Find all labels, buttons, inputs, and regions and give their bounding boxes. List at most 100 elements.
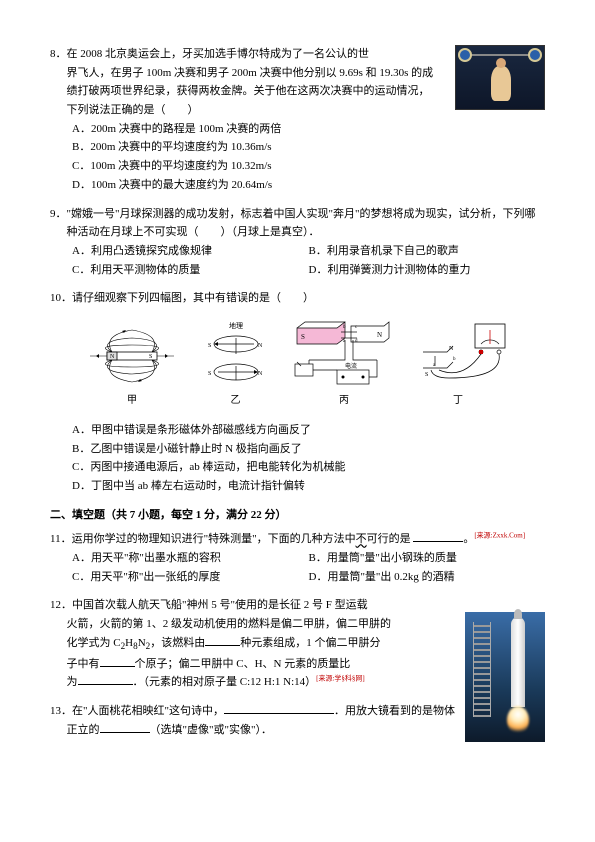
svg-text:N: N xyxy=(258,371,263,377)
q11-t3: 。 xyxy=(463,533,474,545)
q8-opt-c: C．100m 决赛中的平均速度约为 10.32m/s xyxy=(50,157,445,176)
q9-row-cd: C．利用天平测物体的质量 D．利用弹簧测力计测物体的重力 xyxy=(50,261,545,280)
q13-stem: 13．在"人面桃花相映红"这句诗中，．用放大镜看到的是物体正立的（选填"虚像"或… xyxy=(50,702,455,739)
q11-source-mark: [来源:Zxxk.Com] xyxy=(474,532,525,540)
q12-t3: 化学式为 C xyxy=(67,637,121,649)
question-9: 9．"嫦娥一号"月球探测器的成功发射，标志着中国人实现"奔月"的梦想将成为现实，… xyxy=(50,205,545,280)
barbell xyxy=(466,54,534,56)
q10-opt-b: B．乙图中错误是小磁针静止时 N 极指向画反了 xyxy=(50,440,545,459)
svg-text:S: S xyxy=(208,343,211,349)
label-yi: 乙 xyxy=(186,392,285,409)
launch-tower xyxy=(473,622,491,717)
q11-opt-c: C．用天平"称"出一张纸的厚度 xyxy=(72,568,309,587)
q12-blank2[interactable] xyxy=(100,666,135,667)
q8-stem-3: 绩打破两项世界纪录，获得两枚金牌。关于他在这两次决赛中的运动情况， xyxy=(50,82,445,101)
svg-text:电流: 电流 xyxy=(345,362,357,370)
rocket-body xyxy=(511,617,525,707)
q10-opt-a: A．甲图中错误是条形磁体外部磁感线方向画反了 xyxy=(50,421,545,440)
question-11: 11．运用你学过的物理知识进行"特殊测量"，下面的几种方法中不可行的是 。[来源… xyxy=(50,530,545,586)
q9-opt-d: D．利用弹簧测力计测物体的重力 xyxy=(309,261,546,280)
q9-opt-c: C．利用天平测物体的质量 xyxy=(72,261,309,280)
q13-blank2[interactable] xyxy=(100,732,150,733)
q12-t11: ．（元素的相对原子量 C:12 H:1 N:14） xyxy=(133,676,317,688)
label-bing: 丙 xyxy=(289,392,399,409)
motor-svg: S N bc ad 电流 xyxy=(289,320,399,390)
q11-row-ab: A．用天平"称"出墨水瓶的容积 B．用量筒"量"出小钢珠的质量 xyxy=(50,549,545,568)
q12-t4: H xyxy=(125,637,133,649)
diagram-yi: 地理 S N S N 乙 xyxy=(184,316,287,413)
q11-t1: 11．运用你学过的物理知识进行"特殊测量"，下面的几种方法中 xyxy=(50,533,356,545)
q12-t1: 12．中国首次载人航天飞船"神州 5 号"使用的是长征 2 号 F 型运载 xyxy=(50,599,368,611)
svg-text:S: S xyxy=(208,371,211,377)
q9-opt-b: B．利用录音机录下自己的歌声 xyxy=(309,242,546,261)
q13-t1: 13．在"人面桃花相映红"这句诗中， xyxy=(50,705,224,717)
svg-text:S: S xyxy=(149,354,152,360)
generator-svg: Nb Sa xyxy=(403,320,513,390)
q10-opt-c: C．丙图中接通电源后，ab 棒运动，把电能转化为机械能 xyxy=(50,458,545,477)
q13-blank1[interactable] xyxy=(224,713,334,714)
lifter-figure xyxy=(491,66,511,101)
q9-row-ab: A．利用凸透镜探究成像规律 B．利用录音机录下自己的歌声 xyxy=(50,242,545,261)
svg-text:b: b xyxy=(343,325,346,330)
question-10: 10．请仔细观察下列四幅图，其中有错误的是（ ） N S xyxy=(50,289,545,495)
q8-stem-2: 界飞人，在男子 100m 决赛和男子 200m 决赛中他分别以 9.69s 和 … xyxy=(50,64,445,83)
q12-source-mark: [来源:学§科§网] xyxy=(316,675,365,683)
q12-t9: 个原子；偏二甲肼中 C、H、N 元素的质量比 xyxy=(135,658,351,670)
yi-top-label: 地理 xyxy=(229,321,243,330)
q11-stem: 11．运用你学过的物理知识进行"特殊测量"，下面的几种方法中不可行的是 。[来源… xyxy=(50,530,545,549)
q12-t6: ，该燃料由 xyxy=(150,637,205,649)
rocket-image xyxy=(465,612,545,742)
q10-opt-d: D．丁图中当 ab 棒左右运动时，电流计指针偏转 xyxy=(50,477,545,496)
q8-opt-a: A．200m 决赛中的路程是 100m 决赛的两倍 xyxy=(50,120,445,139)
q12-l2: 火箭，火箭的第 1、2 级发动机使用的燃料是偏二甲肼，偏二甲肼的 xyxy=(50,615,455,634)
svg-text:N: N xyxy=(449,346,454,352)
q11-row-cd: C．用天平"称"出一张纸的厚度 D．用量筒"量"出 0.2kg 的酒精 xyxy=(50,568,545,587)
rocket-flame xyxy=(507,706,529,734)
q11-opt-d: D．用量筒"量"出 0.2kg 的酒精 xyxy=(309,568,546,587)
q8-opt-b: B．200m 决赛中的平均速度约为 10.36m/s xyxy=(50,138,445,157)
svg-text:S: S xyxy=(301,333,305,341)
q12-blank1[interactable] xyxy=(205,645,240,646)
label-ding: 丁 xyxy=(403,392,513,409)
q12-blank3[interactable] xyxy=(78,684,133,685)
bar-magnet-svg: N S xyxy=(82,320,182,390)
plate-right xyxy=(528,48,542,62)
q10-stem: 10．请仔细观察下列四幅图，其中有错误的是（ ） xyxy=(50,289,545,308)
compass-svg: 地理 S N S N xyxy=(191,320,281,390)
label-jia: 甲 xyxy=(82,392,182,409)
svg-text:a: a xyxy=(433,363,436,368)
diagram-jia: N S 甲 xyxy=(80,316,184,413)
q12-t2: 火箭，火箭的第 1、2 级发动机使用的燃料是偏二甲肼，偏二甲肼的 xyxy=(67,618,392,630)
q12-l3: 化学式为 C2H8N2，该燃料由种元素组成，1 个偏二甲肼分 xyxy=(50,634,455,655)
q9-stem: 9．"嫦娥一号"月球探测器的成功发射，标志着中国人实现"奔月"的梦想将成为现实，… xyxy=(50,205,545,242)
svg-text:N: N xyxy=(110,354,115,360)
diagram-bing: S N bc ad 电流 丙 xyxy=(287,316,401,413)
svg-text:N: N xyxy=(377,331,382,339)
q11-opt-b: B．用量筒"量"出小钢珠的质量 xyxy=(309,549,546,568)
plate-left xyxy=(458,48,472,62)
q8-opt-d: D．100m 决赛中的最大速度约为 20.64m/s xyxy=(50,176,445,195)
q12-l5: 为 ．（元素的相对原子量 C:12 H:1 N:14）[来源:学§科§网] xyxy=(50,673,455,692)
weightlifter-image xyxy=(455,45,545,110)
q12-stem: 12．中国首次载人航天飞船"神州 5 号"使用的是长征 2 号 F 型运载 xyxy=(50,596,455,615)
q11-mark: 不 xyxy=(356,533,367,545)
q10-diagrams: N S 甲 地理 xyxy=(80,316,515,413)
q9-opt-a: A．利用凸透镜探究成像规律 xyxy=(72,242,309,261)
q8-stem-4: 下列说法正确的是（ ） xyxy=(50,101,445,120)
q12-t7: 种元素组成，1 个偏二甲肼分 xyxy=(240,637,380,649)
q12-t8: 子中有 xyxy=(67,658,100,670)
q12-t5: N xyxy=(138,637,146,649)
q8-stem-1: 8．在 2008 北京奥运会上，牙买加选手博尔特成为了一名公认的世 xyxy=(50,45,445,64)
q11-t2: 可行的是 xyxy=(367,533,411,545)
svg-text:b: b xyxy=(453,357,456,362)
q12-t10: 为 xyxy=(67,676,78,688)
fill-section-header: 二、填空题（共 7 小题，每空 1 分，满分 22 分） xyxy=(50,506,545,525)
svg-text:a: a xyxy=(343,339,346,344)
diagram-ding: Nb Sa 丁 xyxy=(401,316,515,413)
q13-t3: （选填"虚像"或"实像"）． xyxy=(150,724,272,736)
q12-l4: 子中有 个原子；偏二甲肼中 C、H、N 元素的质量比 xyxy=(50,655,455,674)
svg-text:N: N xyxy=(258,343,263,349)
q11-blank[interactable] xyxy=(413,541,463,542)
svg-text:S: S xyxy=(425,372,428,378)
q11-opt-a: A．用天平"称"出墨水瓶的容积 xyxy=(72,549,309,568)
